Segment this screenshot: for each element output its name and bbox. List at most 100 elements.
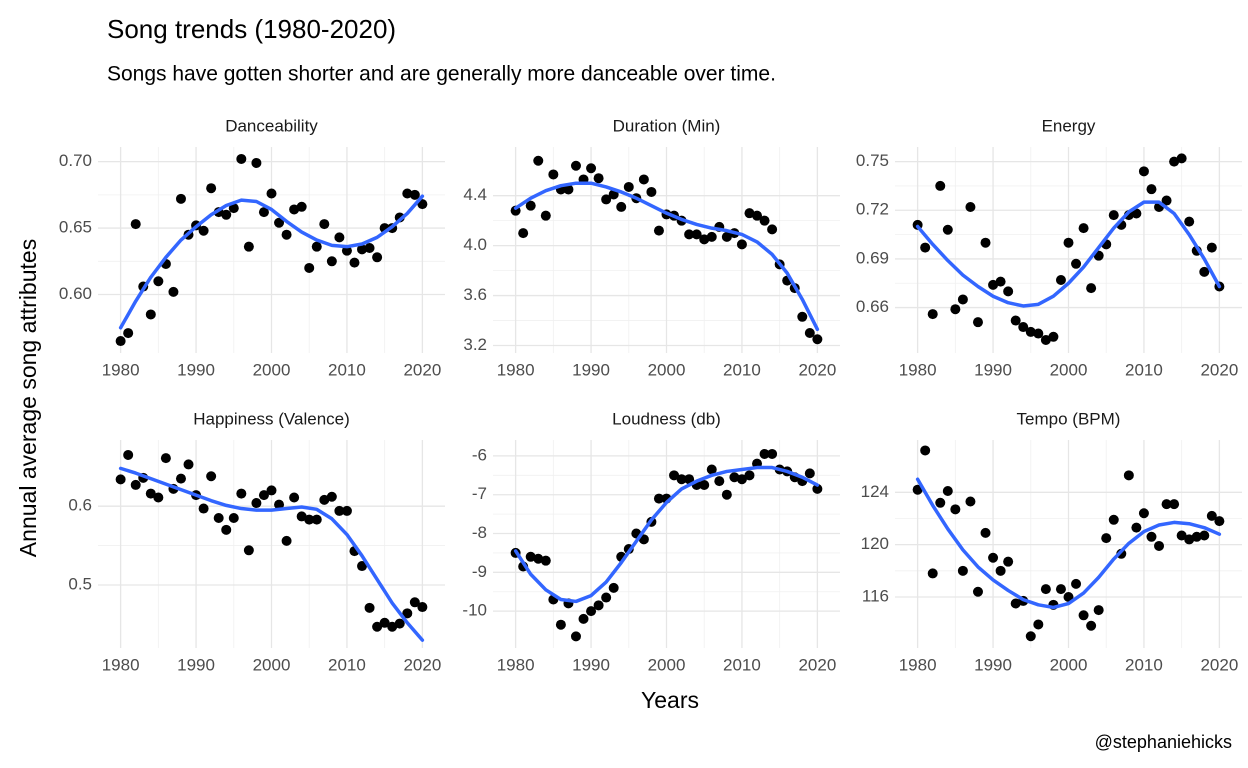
data-point	[130, 219, 141, 230]
data-point	[706, 231, 717, 242]
data-point	[1206, 510, 1217, 521]
data-point	[409, 189, 420, 200]
data-point	[1078, 610, 1089, 621]
data-point	[1108, 514, 1119, 525]
smooth-line	[915, 200, 1222, 308]
data-point	[1010, 598, 1021, 609]
data-point	[1184, 534, 1195, 545]
y-tick-label: 0.5	[68, 574, 92, 593]
data-point	[548, 169, 559, 180]
data-point	[115, 336, 126, 347]
data-point	[578, 613, 589, 624]
y-tick-label: 0.60	[59, 284, 92, 303]
data-point	[1206, 242, 1217, 253]
data-point	[243, 545, 254, 556]
data-point	[243, 241, 254, 252]
x-tick-label: 2020	[1200, 655, 1238, 674]
data-point	[115, 474, 126, 485]
x-tick-label: 2000	[1050, 655, 1088, 674]
data-point	[935, 497, 946, 508]
data-point	[1161, 195, 1172, 206]
data-point	[123, 328, 134, 339]
data-point	[912, 484, 923, 495]
data-point	[1055, 275, 1066, 286]
data-point	[228, 513, 239, 523]
y-tick-label: 124	[861, 482, 889, 501]
data-point	[153, 276, 164, 287]
data-point	[570, 631, 581, 642]
data-point	[274, 499, 285, 510]
data-point	[1123, 470, 1134, 481]
data-point	[221, 209, 232, 220]
x-tick-label: 1990	[974, 655, 1012, 674]
x-tick-label: 2020	[1200, 360, 1238, 379]
x-tick-label: 2020	[403, 655, 441, 674]
data-point	[1176, 153, 1187, 164]
data-point	[334, 232, 345, 243]
data-point	[198, 225, 209, 236]
data-point	[533, 155, 544, 166]
data-point	[145, 488, 156, 499]
y-tick-label: -9	[472, 562, 487, 581]
data-point	[160, 453, 171, 464]
data-point	[1048, 331, 1059, 342]
data-point	[1040, 584, 1051, 595]
data-point	[379, 617, 390, 628]
data-point	[1146, 184, 1157, 195]
data-point	[744, 208, 755, 219]
y-tick-label: -6	[472, 445, 487, 464]
data-point	[812, 483, 823, 494]
data-point	[1033, 619, 1044, 630]
data-point	[175, 473, 186, 484]
data-point	[988, 552, 999, 563]
x-tick-label: 2000	[1050, 360, 1088, 379]
y-tick-label: 0.66	[856, 297, 889, 316]
data-point	[1010, 315, 1021, 326]
data-point	[797, 311, 808, 322]
data-point	[304, 514, 315, 525]
data-point	[311, 514, 322, 525]
x-tick-label: 2000	[648, 360, 686, 379]
data-point	[1086, 283, 1097, 294]
x-tick-label: 2020	[403, 360, 441, 379]
y-tick-label: 3.2	[463, 335, 487, 354]
data-point	[759, 215, 770, 226]
data-point	[251, 157, 262, 168]
data-point	[1025, 631, 1036, 642]
data-point	[995, 565, 1006, 576]
data-point	[1161, 499, 1172, 510]
data-point	[570, 160, 581, 171]
panel-title: Tempo (BPM)	[1017, 409, 1121, 428]
data-point	[812, 334, 823, 345]
data-point	[357, 561, 368, 572]
data-point	[980, 237, 991, 248]
data-point	[927, 568, 938, 579]
data-point	[1086, 620, 1097, 631]
data-point	[608, 582, 619, 593]
data-point	[942, 224, 953, 235]
data-point	[653, 225, 664, 236]
data-point	[1003, 556, 1014, 567]
x-tick-label: 2010	[328, 655, 366, 674]
data-point	[304, 262, 315, 273]
data-point	[1071, 578, 1082, 589]
data-point	[213, 513, 224, 523]
data-point	[206, 183, 217, 194]
x-tick-label: 1990	[177, 655, 215, 674]
smooth-line	[513, 181, 820, 332]
data-point	[759, 448, 770, 459]
data-point	[1063, 591, 1074, 602]
data-point	[130, 479, 141, 490]
data-point	[767, 224, 778, 235]
chart-subtitle: Songs have gotten shorter and are genera…	[107, 63, 776, 86]
data-point	[804, 468, 815, 479]
data-point	[669, 470, 680, 481]
data-point	[266, 188, 277, 199]
data-point	[326, 491, 337, 502]
data-point	[593, 600, 604, 611]
data-point	[935, 180, 946, 191]
data-point	[1176, 530, 1187, 541]
y-tick-label: 116	[862, 586, 889, 605]
data-point	[198, 503, 209, 514]
y-tick-label: 0.70	[59, 151, 92, 170]
